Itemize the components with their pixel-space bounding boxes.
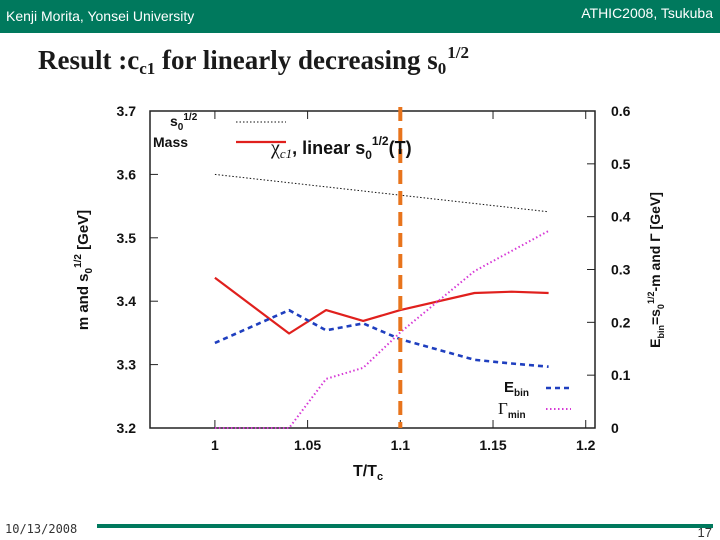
header-bar: Kenji Morita, Yonsei University ATHIC200… — [0, 0, 720, 33]
footer-date: 10/13/2008 — [5, 522, 78, 536]
plot-frame — [149, 110, 596, 429]
x-axis-label: T/Tc — [353, 463, 383, 483]
title-prefix: Result :c — [38, 45, 140, 75]
y-left-tick-label: 3.7 — [117, 103, 137, 119]
y-right-tick-label: 0.4 — [611, 209, 631, 225]
author-affiliation: Kenji Morita, Yonsei University — [6, 8, 195, 24]
y-left-tick-label: 3.2 — [117, 420, 137, 436]
annotation-chi: χc1, linear s01/2(T) — [270, 134, 412, 162]
x-tick-label: 1.1 — [391, 437, 411, 453]
y-right-tick-label: 0.5 — [611, 156, 631, 172]
slide-title: Result :cc1 for linearly decreasing s01/… — [38, 43, 469, 79]
y-left-tick-label: 3.5 — [117, 230, 137, 246]
y-axis-label-left: m and s01/2 [GeV] — [73, 210, 95, 330]
y-right-tick-label: 0.6 — [611, 103, 631, 119]
footer-divider — [97, 524, 713, 528]
y-axis-label-right: Ebin=s01/2-m and Γ [GeV] — [646, 192, 666, 348]
chart-container: 1 1.05 1.1 1.15 1.2 3.2 3.3 3.4 3.5 3.6 3.7 0 0.1 0.2… — [58, 95, 678, 490]
x-tick-label: 1.05 — [294, 437, 321, 453]
series-line-ebin — [214, 308, 549, 368]
x-tick-label: 1.15 — [479, 437, 506, 453]
series-group — [214, 107, 550, 429]
ticks-group: 1 1.05 1.1 1.15 1.2 3.2 3.3 3.4 3.5 3.6 3.7 0 0.1 0.2… — [117, 103, 631, 453]
x-tick-label: 1.2 — [576, 437, 596, 453]
y-left-tick-label: 3.4 — [117, 293, 137, 309]
chart-svg: 1 1.05 1.1 1.15 1.2 3.2 3.3 3.4 3.5 3.6 3.7 0 0.1 0.2… — [73, 103, 666, 483]
title-superscript: 1/2 — [447, 43, 469, 62]
x-tick-label: 1 — [211, 437, 219, 453]
y-right-tick-label: 0.1 — [611, 367, 631, 383]
title-subscript: c1 — [139, 59, 156, 78]
series-line-mass — [214, 276, 549, 335]
y-left-tick-label: 3.6 — [117, 166, 137, 182]
page-number: 17 — [697, 525, 712, 540]
title-subscript-2: 0 — [437, 59, 447, 78]
legend-mass-label: Mass — [153, 134, 188, 150]
y-left-tick-label: 3.3 — [117, 357, 137, 373]
conference-name: ATHIC2008, Tsukuba — [581, 5, 713, 21]
legend-group: s01/2 Mass χc1, linear s01/2(T) Ebin Γmi… — [153, 112, 571, 421]
title-middle: for linearly decreasing s — [155, 45, 438, 75]
y-right-tick-label: 0.2 — [611, 314, 631, 330]
y-right-tick-label: 0.3 — [611, 262, 631, 278]
y-right-tick-label: 0 — [611, 420, 619, 436]
